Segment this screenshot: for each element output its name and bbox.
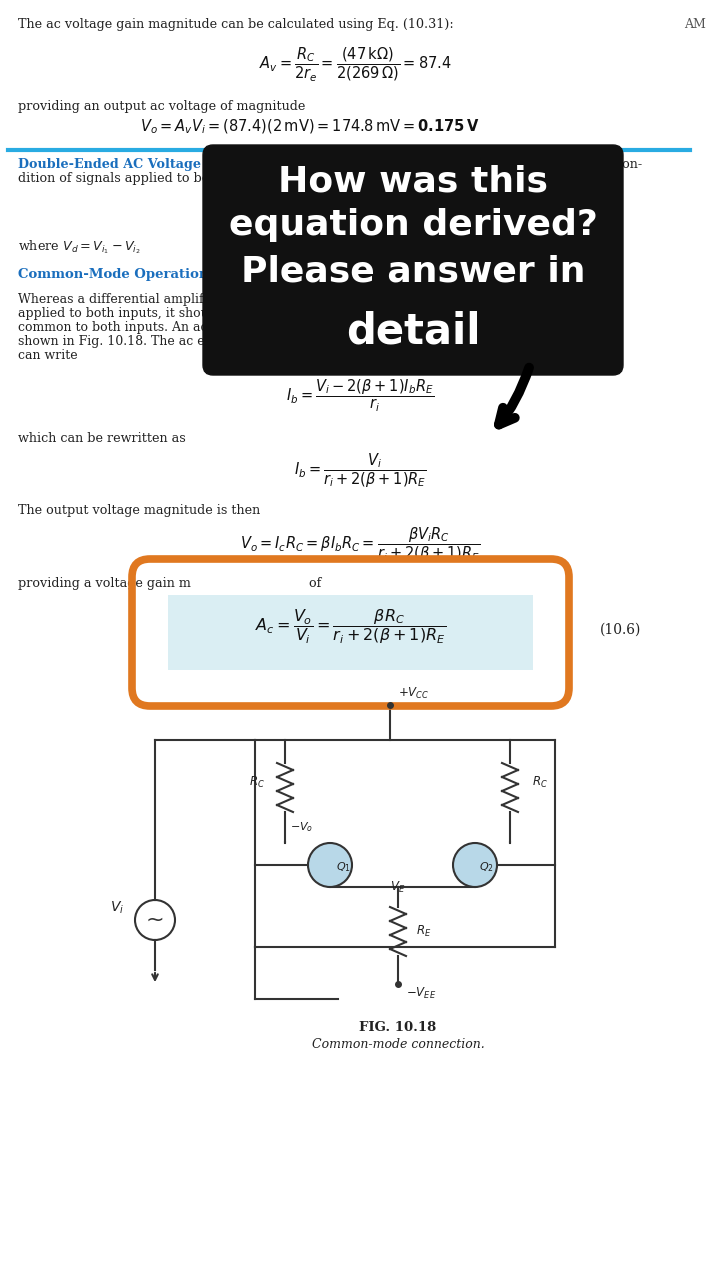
Text: The output voltage magnitude is then: The output voltage magnitude is then xyxy=(18,504,260,517)
Text: $V_o = I_c R_C = \beta I_b R_C = \dfrac{\beta V_i R_C}{r_i + 2(\beta + 1)R_E}$: $V_o = I_c R_C = \beta I_b R_C = \dfrac{… xyxy=(239,525,480,563)
Text: ~: ~ xyxy=(146,910,165,931)
Text: dition of signals applied to both inputs: dition of signals applied to both inputs xyxy=(18,172,267,186)
Circle shape xyxy=(308,844,352,887)
Text: equation derived?: equation derived? xyxy=(229,207,597,242)
Text: $V_o = A_v V_i = (87.4)(2\,\mathrm{mV}) = 174.8\,\mathrm{mV} = \mathbf{0.175\,V}: $V_o = A_v V_i = (87.4)(2\,\mathrm{mV}) … xyxy=(140,118,480,137)
Text: (10.6): (10.6) xyxy=(600,623,641,637)
Text: The ac voltage gain magnitude can be calculated using Eq. (10.31):: The ac voltage gain magnitude can be cal… xyxy=(18,18,454,31)
Text: common to both inputs. An ac connection showing common input to both trans  ors : common to both inputs. An ac connection … xyxy=(18,321,561,334)
Text: shown in Fig. 10.18. The ac equivalent circuit is drawn in Fig. 10.19, from wh  : shown in Fig. 10.18. The ac equivalent c… xyxy=(18,335,551,348)
Text: $-V_{EE}$: $-V_{EE}$ xyxy=(406,986,436,1001)
Text: $A_v = \dfrac{R_C}{2r_e} = \dfrac{(47\,\mathrm{k}\Omega)}{2(269\,\Omega)} = 87.4: $A_v = \dfrac{R_C}{2r_e} = \dfrac{(47\,\… xyxy=(259,45,452,83)
Text: con-: con- xyxy=(615,157,642,172)
FancyArrowPatch shape xyxy=(499,367,529,425)
Text: of: of xyxy=(265,577,321,590)
Text: can write: can write xyxy=(18,349,78,362)
Text: $Q_2$: $Q_2$ xyxy=(479,860,494,874)
Text: where $V_d = V_{i_1} - V_{i_2}$: where $V_d = V_{i_1} - V_{i_2}$ xyxy=(18,238,141,256)
Text: $-V_o$: $-V_o$ xyxy=(290,820,313,833)
Text: $+V_{CC}$: $+V_{CC}$ xyxy=(398,686,429,701)
Text: applied to both inputs, it should also provide as small an amplification of th  : applied to both inputs, it should also p… xyxy=(18,307,544,320)
Text: ffere  e signal: ffere e signal xyxy=(528,293,615,306)
Text: detail: detail xyxy=(346,310,480,352)
Text: $R_C$: $R_C$ xyxy=(532,774,548,790)
Text: AM: AM xyxy=(684,18,706,31)
Text: $A_c = \dfrac{V_o}{V_i} = \dfrac{\beta R_C}{r_i + 2(\beta + 1)R_E}$: $A_c = \dfrac{V_o}{V_i} = \dfrac{\beta R… xyxy=(255,607,446,646)
Text: $I_b = \dfrac{V_i}{r_i + 2(\beta + 1)R_E}$: $I_b = \dfrac{V_i}{r_i + 2(\beta + 1)R_E… xyxy=(293,452,426,490)
Text: Common-Mode Operation of Circuit: Common-Mode Operation of Circuit xyxy=(18,268,283,282)
Text: $Q_1$: $Q_1$ xyxy=(336,860,351,874)
Text: How was this: How was this xyxy=(278,165,548,198)
Text: which can be rewritten as: which can be rewritten as xyxy=(18,431,186,445)
Text: Double-Ended AC Voltage Gain: Double-Ended AC Voltage Gain xyxy=(18,157,239,172)
Text: Please answer in: Please answer in xyxy=(241,255,585,289)
Text: $V_i$: $V_i$ xyxy=(110,900,124,916)
Text: Whereas a differential amplifier provides large a: Whereas a differential amplifier provide… xyxy=(18,293,328,306)
FancyBboxPatch shape xyxy=(168,595,533,669)
Text: $R_E$: $R_E$ xyxy=(416,923,431,938)
Text: Common-mode connection.: Common-mode connection. xyxy=(311,1038,485,1051)
FancyBboxPatch shape xyxy=(203,145,623,375)
Text: $R_C$: $R_C$ xyxy=(249,774,265,790)
Text: providing a voltage gain m: providing a voltage gain m xyxy=(18,577,191,590)
Text: A sim: A sim xyxy=(218,157,262,172)
Text: FIG. 10.18: FIG. 10.18 xyxy=(360,1021,436,1034)
Text: providing an output ac voltage of magnitude: providing an output ac voltage of magnit… xyxy=(18,100,306,113)
Text: $V_E$: $V_E$ xyxy=(390,881,406,895)
Circle shape xyxy=(453,844,497,887)
Text: $I_b = \dfrac{V_i - 2(\beta + 1)I_b R_E}{r_i}$: $I_b = \dfrac{V_i - 2(\beta + 1)I_b R_E}… xyxy=(286,378,434,415)
